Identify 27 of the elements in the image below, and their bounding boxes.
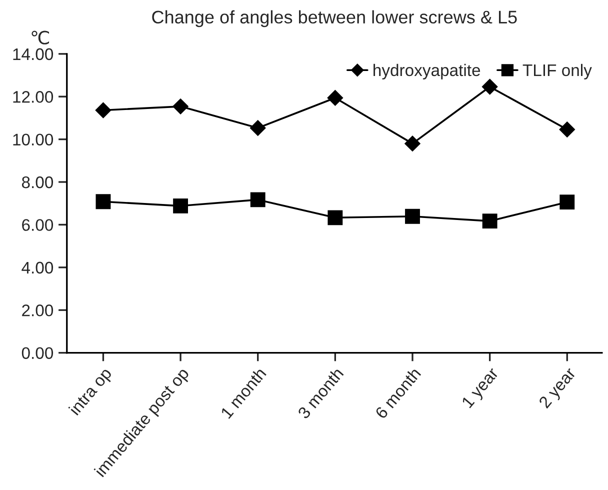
point	[173, 198, 188, 214]
y-tick-label: 6.00	[22, 219, 54, 231]
y-tick-label: 2.00	[22, 304, 54, 316]
chart-title: Change of angles between lower screws & L5	[152, 10, 517, 28]
y-axis-title: ℃	[32, 30, 49, 44]
legend-label: TLIF only	[522, 64, 592, 80]
y-tick-label: 14.00	[13, 48, 54, 60]
legend-label: hydroxyapatite	[374, 64, 480, 80]
point	[172, 98, 188, 114]
point	[328, 210, 343, 226]
point	[559, 122, 576, 138]
y-tick-label: 0.00	[22, 347, 54, 360]
point	[405, 208, 420, 224]
point	[404, 136, 420, 152]
point	[95, 102, 112, 118]
point	[482, 214, 498, 229]
point	[482, 78, 498, 95]
point	[96, 194, 111, 210]
point	[560, 194, 575, 210]
y-tick-label: 4.00	[22, 262, 54, 274]
point	[327, 90, 344, 106]
point	[250, 192, 266, 208]
y-tick-label: 10.00	[13, 134, 54, 146]
y-tick-label: 8.00	[22, 176, 54, 188]
y-tick-label: 12.00	[13, 91, 54, 103]
point	[250, 120, 266, 136]
x-tick-label: intra op	[68, 366, 115, 418]
